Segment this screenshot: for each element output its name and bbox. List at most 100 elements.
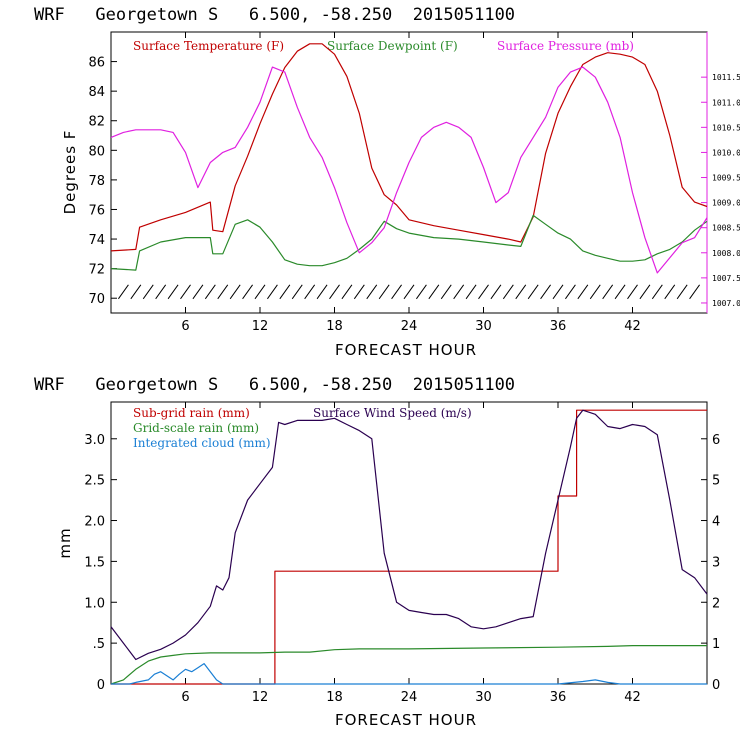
- top-y2-tick-label: 1007.0: [712, 299, 740, 308]
- top-series-2-line: [110, 66, 708, 274]
- legend-subgrid-rain: Sub-grid rain (mm): [133, 406, 250, 420]
- bottom-series-0-line: [111, 409, 707, 685]
- wind-barb: [478, 284, 489, 300]
- top-y-tick-label: 76: [88, 203, 105, 218]
- wind-barb: [180, 284, 191, 300]
- wind-barb: [639, 284, 651, 300]
- wind-barb: [155, 284, 167, 300]
- wind-barb: [341, 284, 353, 300]
- top-y2-tick-label: 1008.5: [712, 224, 740, 233]
- wind-barb: [391, 284, 402, 300]
- wind-barb: [242, 284, 253, 300]
- wind-barb: [589, 284, 601, 300]
- wind-barb: [167, 284, 179, 300]
- wind-barb: [192, 284, 204, 300]
- wind-barb: [527, 284, 539, 300]
- wind-barb: [565, 284, 576, 300]
- bottom-x-tick-label: 6: [181, 690, 189, 705]
- bottom-x-tick-label: 18: [326, 690, 343, 705]
- wind-barb: [416, 284, 427, 300]
- bottom-y2-tick-label: 3: [712, 555, 720, 570]
- top-plot-frame: [110, 31, 708, 314]
- wind-barb: [614, 284, 626, 300]
- wind-barb: [676, 284, 688, 300]
- wind-barb: [304, 284, 316, 300]
- legend-surface-pressure: Surface Pressure (mb): [497, 39, 634, 53]
- top-y2-tick-label: 1007.5: [712, 274, 740, 283]
- wind-barb: [440, 284, 452, 300]
- wind-barb: [229, 284, 241, 300]
- wind-barb: [217, 284, 229, 300]
- bottom-y-axis-label: mm: [56, 527, 74, 558]
- bottom-y2-tick-label: 5: [712, 474, 720, 489]
- wind-barb: [627, 284, 638, 300]
- wind-barb: [540, 284, 551, 300]
- bottom-y2-tick-label: 1: [712, 637, 720, 652]
- wind-barb: [353, 284, 365, 300]
- wind-barb: [291, 284, 303, 300]
- bottom-y-tick-label: 0: [97, 678, 105, 693]
- top-x-tick-label: 42: [624, 319, 641, 334]
- wind-barb: [378, 284, 390, 300]
- wind-barb: [329, 284, 340, 300]
- bottom-x-tick-label: 12: [252, 690, 269, 705]
- bottom-x-axis-label: FORECAST HOUR: [335, 711, 477, 729]
- bottom-series-3-line: [110, 409, 708, 661]
- top-x-tick-label: 30: [475, 319, 492, 334]
- top-y-tick-label: 82: [88, 115, 105, 130]
- wind-barb: [502, 284, 514, 300]
- wind-barb: [453, 284, 465, 300]
- wind-barb: [366, 284, 378, 300]
- top-y-tick-label: 74: [88, 233, 105, 248]
- wind-barb: [689, 284, 700, 300]
- bottom-y-tick-label: 2.5: [84, 474, 105, 489]
- top-y2-tick-label: 1010.5: [712, 123, 740, 132]
- top-x-tick-label: 6: [181, 319, 189, 334]
- bottom-y2-tick-label: 2: [712, 596, 720, 611]
- wind-barb: [118, 284, 129, 300]
- top-y-tick-label: 70: [88, 292, 105, 307]
- bottom-y2-tick-label: 4: [712, 515, 720, 530]
- legend-surface-dewpoint: Surface Dewpoint (F): [327, 39, 458, 53]
- wind-barb: [651, 284, 663, 300]
- wind-barb: [279, 284, 291, 300]
- wind-barb: [552, 284, 564, 300]
- bottom-x-tick-label: 24: [401, 690, 418, 705]
- legend-gridscale-rain: Grid-scale rain (mm): [133, 421, 259, 435]
- wind-barb: [602, 284, 614, 300]
- top-x-tick-label: 24: [401, 319, 418, 334]
- wind-barb: [316, 284, 328, 300]
- wind-barb: [490, 284, 502, 300]
- wind-barb: [204, 284, 216, 300]
- top-series-1-line: [110, 214, 708, 271]
- top-chart-title: WRF Georgetown S 6.500, -58.250 20150511…: [34, 5, 515, 25]
- wind-barb: [130, 284, 142, 300]
- wind-barb: [403, 284, 415, 300]
- top-x-axis-label: FORECAST HOUR: [335, 341, 477, 359]
- top-y-tick-label: 86: [88, 56, 105, 71]
- top-x-tick-label: 36: [550, 319, 567, 334]
- top-series-0-line: [110, 43, 708, 252]
- bottom-y-tick-label: 3.0: [84, 433, 105, 448]
- bottom-y-tick-label: .5: [93, 637, 105, 652]
- bottom-chart-title: WRF Georgetown S 6.500, -58.250 20150511…: [34, 375, 515, 395]
- top-chart-marks: 6 12 18 24 30 36 42 70 72 74 76 78 80 82 84 86 1007.0 100…: [88, 32, 740, 334]
- bottom-x-tick-label: 42: [624, 690, 641, 705]
- top-y2-tick-label: 1009.0: [712, 199, 740, 208]
- wind-barb: [664, 284, 676, 300]
- top-y2-tick-label: 1011.5: [712, 73, 740, 82]
- bottom-series-1-line: [110, 644, 707, 685]
- top-y-tick-label: 78: [88, 174, 105, 189]
- wind-barb: [515, 284, 527, 300]
- wind-barb: [267, 284, 278, 300]
- legend-integrated-cloud: Integrated cloud (mm): [133, 436, 271, 450]
- legend-surface-wind-speed: Surface Wind Speed (m/s): [313, 406, 472, 420]
- bottom-y-tick-label: 1.5: [84, 555, 105, 570]
- top-y-axis-label: Degrees F: [61, 130, 79, 215]
- wind-barb: [254, 284, 266, 300]
- bottom-series-2-line: [111, 662, 707, 685]
- bottom-y2-tick-label: 6: [712, 433, 720, 448]
